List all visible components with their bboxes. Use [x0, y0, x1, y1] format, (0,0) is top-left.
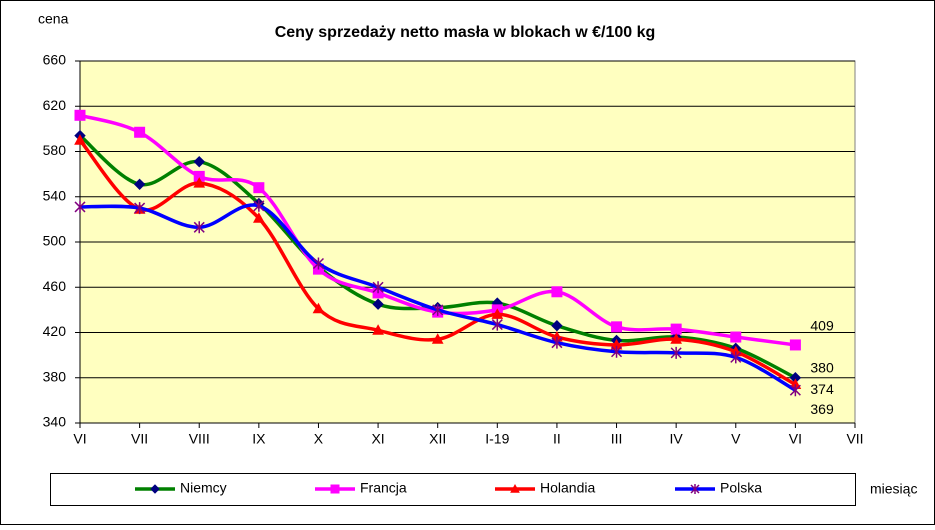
marker	[431, 333, 444, 344]
x-tick-label: IX	[252, 431, 266, 447]
marker	[74, 134, 86, 145]
marker	[551, 320, 563, 332]
x-tick-label: XI	[371, 431, 384, 447]
marker	[690, 484, 700, 494]
y-tick-label: 540	[43, 187, 67, 203]
marker	[730, 331, 742, 343]
x-tick-label: V	[731, 431, 741, 447]
x-tick-label: II	[553, 431, 561, 447]
marker	[253, 182, 265, 194]
marker	[551, 336, 563, 349]
y-tick-label: 420	[43, 323, 67, 339]
x-tick-label: X	[314, 431, 324, 447]
marker	[330, 484, 340, 494]
marker	[134, 202, 146, 215]
marker	[551, 286, 563, 298]
marker	[372, 324, 384, 335]
y-tick-label: 660	[43, 52, 67, 68]
marker	[491, 318, 503, 331]
x-tick-label: VI	[73, 431, 86, 447]
marker	[74, 109, 86, 121]
marker	[193, 155, 205, 168]
y-tick-label: 580	[43, 142, 67, 158]
marker	[133, 178, 146, 191]
x-tick-label: IV	[670, 431, 684, 447]
marker	[789, 384, 801, 397]
marker	[134, 126, 146, 138]
legend-label: Holandia	[540, 480, 595, 496]
marker	[670, 346, 682, 359]
marker	[253, 199, 265, 212]
marker	[432, 303, 444, 316]
y-axis-label: cena	[38, 11, 69, 27]
marker	[611, 345, 623, 358]
legend-label: Niemcy	[180, 480, 227, 496]
x-tick-label: VIII	[189, 431, 210, 447]
marker	[789, 339, 801, 351]
marker	[193, 177, 206, 188]
marker	[730, 351, 742, 364]
x-tick-label: VII	[131, 431, 148, 447]
marker	[510, 483, 520, 493]
chart-title: Ceny sprzedaży netto masła w blokach w €…	[275, 24, 656, 41]
y-tick-label: 380	[43, 368, 67, 384]
marker	[611, 321, 623, 333]
y-tick-label: 340	[43, 414, 67, 430]
marker	[193, 221, 205, 234]
marker	[670, 323, 682, 335]
marker	[74, 200, 86, 213]
legend-box	[50, 473, 856, 506]
y-tick-label: 460	[43, 278, 67, 294]
marker	[252, 212, 265, 223]
marker	[312, 302, 325, 314]
y-tick-label: 500	[43, 233, 67, 249]
marker	[372, 281, 384, 294]
marker	[372, 298, 384, 310]
x-tick-label: III	[611, 431, 623, 447]
x-tick-label: XII	[429, 431, 446, 447]
marker	[670, 333, 683, 344]
x-axis-label: miesiąc	[870, 481, 917, 497]
y-tick-label: 620	[43, 97, 67, 113]
data-label: 409	[810, 318, 834, 334]
marker	[312, 257, 324, 270]
x-tick-label: VII	[846, 431, 863, 447]
x-tick-label: VI	[789, 431, 802, 447]
marker	[491, 308, 504, 319]
marker	[150, 484, 160, 494]
data-label: 380	[810, 359, 834, 375]
x-tick-label: I-19	[485, 431, 509, 447]
data-label: 374	[810, 381, 834, 397]
legend-label: Francja	[360, 480, 407, 496]
legend-label: Polska	[720, 480, 762, 496]
data-label: 369	[810, 401, 834, 417]
